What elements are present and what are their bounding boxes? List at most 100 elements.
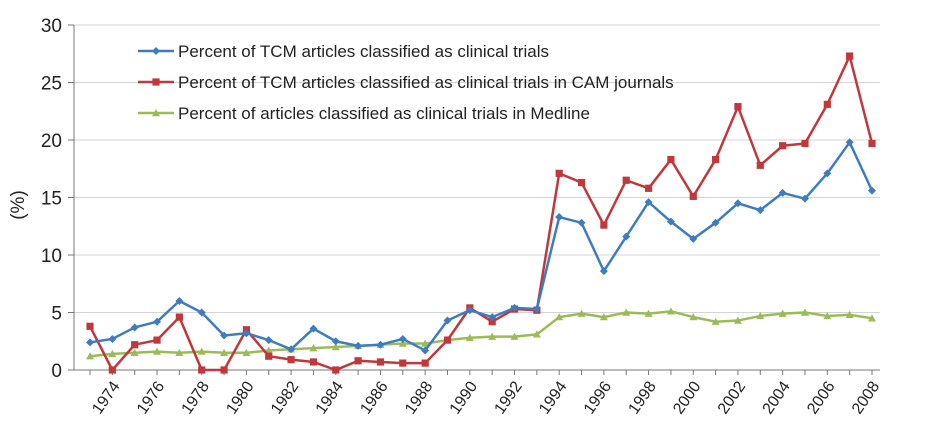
data-point xyxy=(622,176,630,184)
data-point xyxy=(577,309,586,317)
series-line xyxy=(89,310,873,358)
data-point xyxy=(398,339,407,347)
x-tick-label: 1982 xyxy=(268,378,302,417)
x-tick-label: 1984 xyxy=(313,378,347,417)
legend-item: Percent of articles classified as clinic… xyxy=(138,104,590,123)
data-point xyxy=(108,349,117,358)
data-point xyxy=(309,324,318,333)
legend-label: Percent of articles classified as clinic… xyxy=(178,104,590,123)
data-point xyxy=(220,331,229,340)
data-point xyxy=(376,358,385,366)
data-point xyxy=(465,333,474,341)
data-point xyxy=(712,155,720,164)
data-point xyxy=(175,297,184,305)
series-3 xyxy=(86,307,876,360)
data-point xyxy=(622,232,631,241)
data-point xyxy=(153,347,162,355)
data-point xyxy=(711,218,720,227)
data-point xyxy=(108,366,116,374)
data-point xyxy=(532,330,541,338)
data-point xyxy=(800,308,809,316)
series-1 xyxy=(86,138,876,355)
data-point xyxy=(86,352,94,360)
data-point xyxy=(599,313,608,321)
data-point xyxy=(845,138,854,147)
data-point xyxy=(264,336,273,345)
data-point xyxy=(555,313,564,321)
data-point xyxy=(264,346,273,354)
data-point xyxy=(577,178,586,187)
data-point xyxy=(823,169,832,178)
data-point xyxy=(488,332,497,340)
x-tick-label: 2008 xyxy=(849,378,883,417)
x-tick-label: 2002 xyxy=(715,378,749,417)
data-point xyxy=(577,218,586,227)
y-tick-label: 15 xyxy=(41,189,62,210)
data-point xyxy=(108,334,117,343)
x-tick-label: 1990 xyxy=(447,378,481,417)
data-point xyxy=(331,343,340,351)
y-tick-label: 0 xyxy=(51,361,62,382)
data-point xyxy=(689,192,697,200)
legend: Percent of TCM articles classified as cl… xyxy=(138,42,674,123)
x-tick-label: 1988 xyxy=(402,378,436,417)
data-point xyxy=(152,47,160,55)
series-group xyxy=(86,52,876,374)
x-tick-label: 2006 xyxy=(804,378,838,417)
legend-label: Percent of TCM articles classified as cl… xyxy=(178,42,549,61)
data-point xyxy=(197,308,206,317)
data-point xyxy=(399,359,407,367)
data-point xyxy=(175,348,184,356)
data-point xyxy=(711,317,720,325)
data-point xyxy=(734,103,742,111)
data-point xyxy=(198,366,206,374)
y-tick-label: 20 xyxy=(41,131,62,152)
data-point xyxy=(287,356,295,364)
data-point xyxy=(644,184,653,192)
data-point xyxy=(242,329,251,338)
data-point xyxy=(667,155,675,164)
data-point xyxy=(354,357,362,365)
data-point xyxy=(421,339,430,347)
data-point xyxy=(756,206,765,215)
y-axis-title: (%) xyxy=(8,190,29,220)
x-tick-label: 1994 xyxy=(536,378,570,417)
data-point xyxy=(666,217,675,226)
x-tick-label: 1998 xyxy=(626,378,660,417)
data-point xyxy=(823,100,831,108)
data-point xyxy=(733,199,742,208)
data-point xyxy=(868,139,876,148)
data-point xyxy=(666,307,675,315)
gridlines xyxy=(74,24,880,371)
data-point xyxy=(152,78,160,86)
data-point xyxy=(130,323,139,332)
data-point xyxy=(622,308,631,316)
data-point xyxy=(153,336,161,344)
data-point xyxy=(510,303,519,312)
legend-label: Percent of TCM articles classified as cl… xyxy=(178,73,674,92)
data-point xyxy=(130,348,139,356)
data-point xyxy=(733,316,742,324)
data-point xyxy=(465,306,474,315)
data-point xyxy=(398,334,407,343)
data-point xyxy=(868,314,876,322)
data-point xyxy=(86,322,94,330)
series-line xyxy=(89,141,874,352)
x-tick-label: 1986 xyxy=(357,378,391,417)
y-tick-label: 30 xyxy=(41,16,62,37)
data-point xyxy=(800,194,809,203)
x-tick-label: 1980 xyxy=(223,378,257,417)
data-point xyxy=(644,309,653,317)
data-point xyxy=(443,316,452,325)
data-point xyxy=(443,336,452,344)
data-point xyxy=(220,366,228,374)
data-point xyxy=(421,346,430,355)
data-point xyxy=(175,313,183,321)
data-point xyxy=(197,347,206,355)
data-point xyxy=(644,198,653,207)
data-point xyxy=(354,341,363,350)
data-point xyxy=(287,345,296,354)
data-point xyxy=(555,169,563,177)
data-point xyxy=(801,139,809,148)
